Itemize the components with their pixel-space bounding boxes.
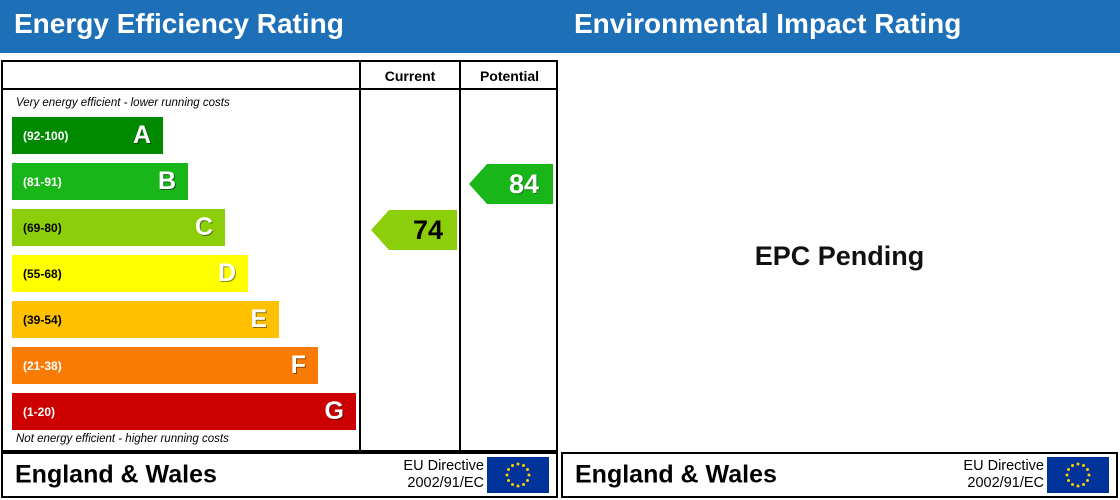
energy-efficiency-title: Energy Efficiency Rating [14, 8, 344, 39]
energy-efficiency-header: Energy Efficiency Rating [0, 0, 560, 53]
energy-efficiency-panel: Energy Efficiency Rating Current Potenti… [0, 0, 560, 498]
footer-region-right: England & Wales [575, 460, 777, 489]
environmental-impact-title: Environmental Impact Rating [574, 8, 962, 39]
column-header-current: Current [384, 68, 436, 84]
footer-directive-line2-right: 2002/91/EC [967, 475, 1044, 491]
band-a-range: (92-100) [23, 128, 69, 143]
band-g: (1-20) G [12, 393, 356, 430]
footer-directive-right: EU Directive 2002/91/EC [963, 458, 1044, 492]
column-divider-1 [359, 62, 361, 450]
potential-rating-arrow: 84 [469, 164, 553, 204]
energy-efficiency-chart-box: Current Potential Very energy efficient … [1, 60, 558, 452]
band-f-letter: F [290, 350, 306, 379]
epc-pending-status: EPC Pending [754, 240, 925, 271]
band-c: (69-80) C [12, 209, 225, 246]
energy-efficiency-footer: England & Wales EU Directive 2002/91/EC [1, 452, 558, 498]
band-b-letter: B [157, 166, 176, 195]
footer-region-left: England & Wales [15, 460, 217, 489]
band-b: (81-91) B [12, 163, 188, 200]
footer-directive-line2-left: 2002/91/EC [407, 475, 484, 491]
column-header-potential: Potential [479, 68, 540, 84]
band-e-range: (39-54) [23, 312, 62, 327]
environmental-impact-header: Environmental Impact Rating [560, 0, 1120, 53]
footer-directive-line1-left: EU Directive [403, 458, 484, 474]
band-c-range: (69-80) [23, 220, 62, 235]
band-d-letter: D [217, 258, 236, 287]
band-e-letter: E [250, 304, 267, 333]
band-a-letter: A [132, 120, 151, 149]
band-d-range: (55-68) [23, 266, 62, 281]
potential-rating-value: 84 [508, 168, 539, 199]
footer-directive-line1-right: EU Directive [963, 458, 1044, 474]
environmental-impact-chart-box: EPC Pending [561, 60, 1118, 452]
band-f: (21-38) F [12, 347, 318, 384]
eu-flag-icon [1047, 457, 1109, 493]
band-g-range: (1-20) [23, 404, 56, 419]
eu-flag-icon [487, 457, 549, 493]
environmental-impact-footer: England & Wales EU Directive 2002/91/EC [561, 452, 1118, 498]
caption-very-efficient: Very energy efficient - lower running co… [16, 97, 230, 109]
band-g-letter: G [324, 396, 344, 425]
band-e: (39-54) E [12, 301, 279, 338]
column-divider-2 [459, 62, 461, 450]
band-b-range: (81-91) [23, 174, 62, 189]
band-a: (92-100) A [12, 117, 163, 154]
current-rating-value: 74 [412, 214, 443, 245]
environmental-impact-panel: Environmental Impact Rating EPC Pending … [560, 0, 1120, 500]
current-rating-arrow: 74 [371, 210, 457, 250]
band-d: (55-68) D [12, 255, 248, 292]
footer-directive-left: EU Directive 2002/91/EC [403, 458, 484, 492]
band-f-range: (21-38) [23, 358, 62, 373]
column-header-row [3, 62, 556, 90]
band-c-letter: C [194, 212, 213, 241]
caption-not-efficient: Not energy efficient - higher running co… [16, 433, 229, 445]
